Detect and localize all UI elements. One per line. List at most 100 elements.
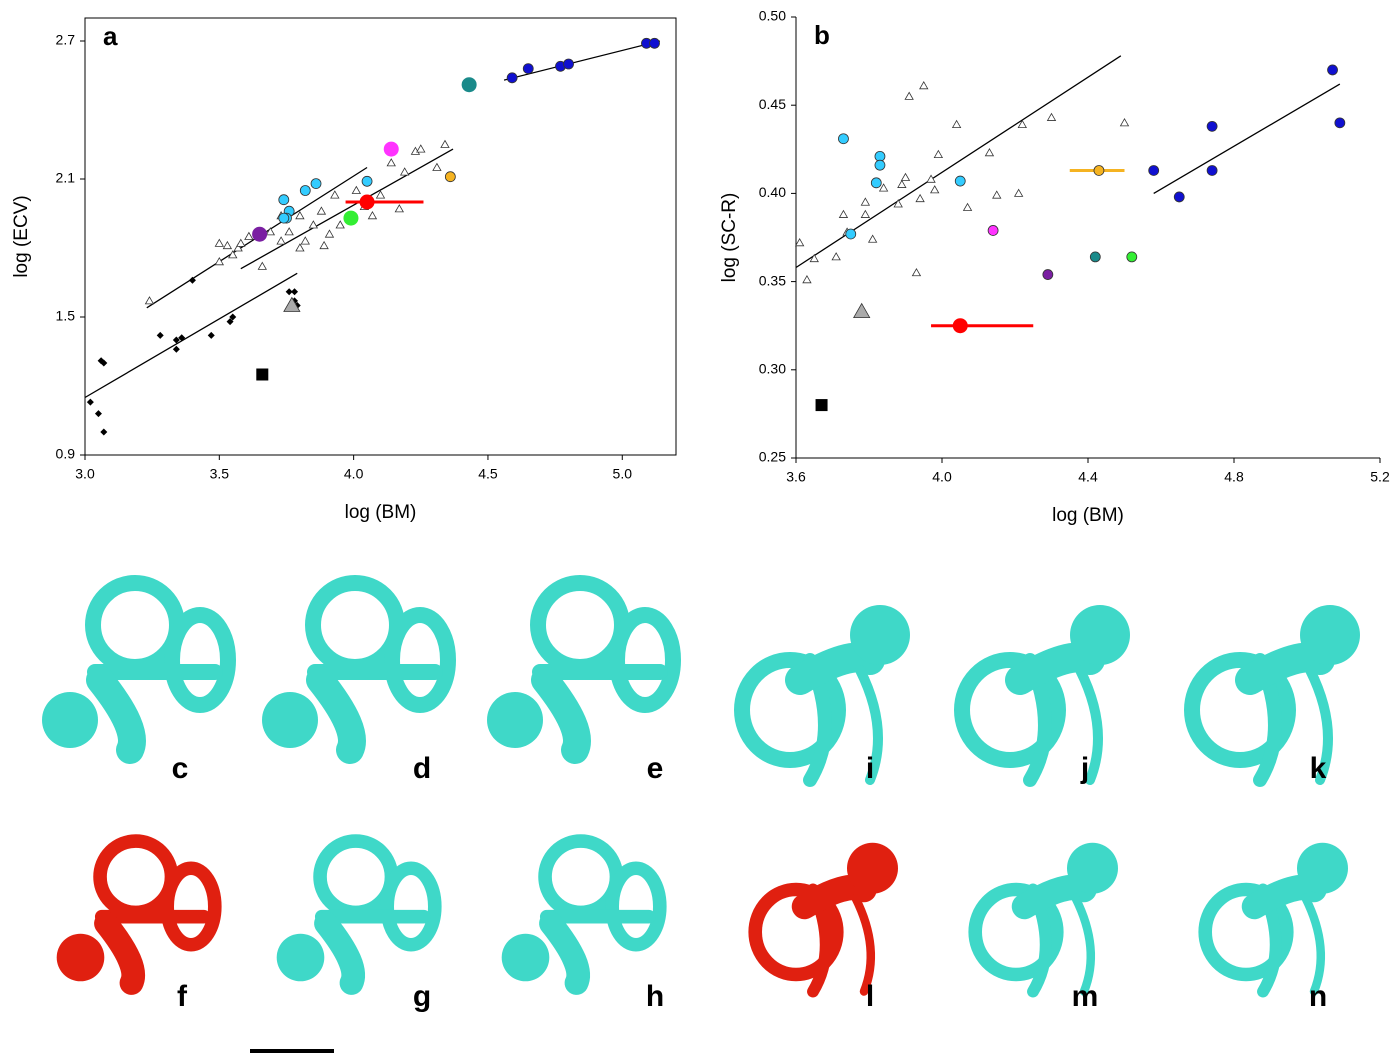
y-tick-label: 0.30 <box>759 361 786 377</box>
panel-label: h <box>646 980 664 1013</box>
point <box>915 193 925 203</box>
point <box>300 236 310 245</box>
point <box>100 359 108 367</box>
point <box>375 190 386 199</box>
point <box>324 229 335 238</box>
point <box>809 253 819 263</box>
point <box>265 227 276 236</box>
ear-render <box>748 842 898 998</box>
point <box>951 119 962 129</box>
point <box>649 37 660 49</box>
point <box>278 212 290 224</box>
x-tick-label: 3.0 <box>75 466 95 482</box>
ear-canal <box>1075 665 1103 785</box>
ear-cochlea <box>56 933 105 982</box>
ear-render <box>1184 605 1360 787</box>
point <box>1173 191 1185 203</box>
ear-canal <box>734 652 846 768</box>
point <box>878 183 889 192</box>
point <box>1126 251 1138 263</box>
panel-label: b <box>814 20 830 50</box>
y-tick-label: 0.45 <box>759 96 786 112</box>
ear-canal <box>164 607 236 713</box>
plot-frame <box>84 17 677 456</box>
ear-canal <box>1071 893 1096 996</box>
ear-canal <box>605 861 667 952</box>
ear-canal <box>1305 665 1333 785</box>
point <box>222 240 233 250</box>
ear-vestibule <box>306 666 366 764</box>
ear-render <box>954 605 1130 787</box>
point <box>904 91 914 100</box>
panel-label: i <box>866 752 874 785</box>
point <box>188 276 196 284</box>
x-axis-title: log (BM) <box>1052 505 1124 526</box>
point <box>1017 119 1027 129</box>
point <box>1119 118 1130 127</box>
ear-cochlea <box>1070 605 1130 665</box>
point <box>954 175 966 187</box>
ear-vestibule <box>314 911 366 995</box>
x-tick-label: 5.0 <box>613 466 633 482</box>
point <box>383 141 399 157</box>
point <box>838 209 849 218</box>
y-axis-title: log (SC-R) <box>719 193 740 283</box>
point <box>952 318 968 334</box>
ear-cochlea <box>501 933 550 982</box>
point <box>394 204 404 213</box>
point <box>310 178 322 190</box>
x-tick-label: 4.8 <box>1224 469 1244 485</box>
panel-label: c <box>172 752 189 785</box>
x-axis-title: log (BM) <box>345 502 417 523</box>
x-tick-label: 4.0 <box>344 466 364 482</box>
point <box>1206 120 1218 132</box>
point <box>984 148 995 157</box>
ear-vestibule <box>86 666 146 764</box>
point <box>178 334 186 342</box>
point <box>845 228 857 240</box>
ear-render <box>487 575 681 764</box>
point <box>1013 188 1024 197</box>
ear-canal <box>968 882 1064 982</box>
point <box>987 225 999 236</box>
ear-canal <box>384 607 456 713</box>
point <box>86 398 94 406</box>
point <box>316 206 327 215</box>
ear-render <box>42 575 236 764</box>
ear-cochlea <box>850 605 910 665</box>
ear-vestibule <box>531 666 591 764</box>
point <box>860 209 871 218</box>
panel-label: g <box>413 980 431 1013</box>
point <box>335 220 345 229</box>
x-tick-label: 4.4 <box>1078 469 1098 485</box>
point <box>992 190 1002 199</box>
point <box>1148 165 1160 176</box>
ear-canal <box>160 861 222 952</box>
point <box>299 185 311 196</box>
point <box>319 240 329 250</box>
ear-cochlea <box>42 692 98 748</box>
trend-line <box>84 272 298 399</box>
point <box>291 288 299 296</box>
point <box>144 296 155 305</box>
ear-canal <box>1184 652 1296 768</box>
point <box>930 185 940 194</box>
ear-render <box>501 834 667 995</box>
point <box>278 194 290 206</box>
point <box>214 238 225 247</box>
y-tick-label: 0.35 <box>759 272 786 288</box>
point <box>343 210 359 226</box>
point <box>802 275 812 284</box>
point <box>295 243 305 252</box>
point <box>461 77 477 93</box>
point <box>256 368 269 381</box>
x-tick-label: 3.5 <box>210 466 230 482</box>
point <box>522 63 534 74</box>
point <box>226 318 234 326</box>
panel-label: n <box>1309 980 1327 1013</box>
panel-label: m <box>1072 980 1099 1013</box>
point <box>900 172 911 181</box>
point <box>1093 165 1105 176</box>
point <box>276 236 286 245</box>
point <box>214 256 225 266</box>
